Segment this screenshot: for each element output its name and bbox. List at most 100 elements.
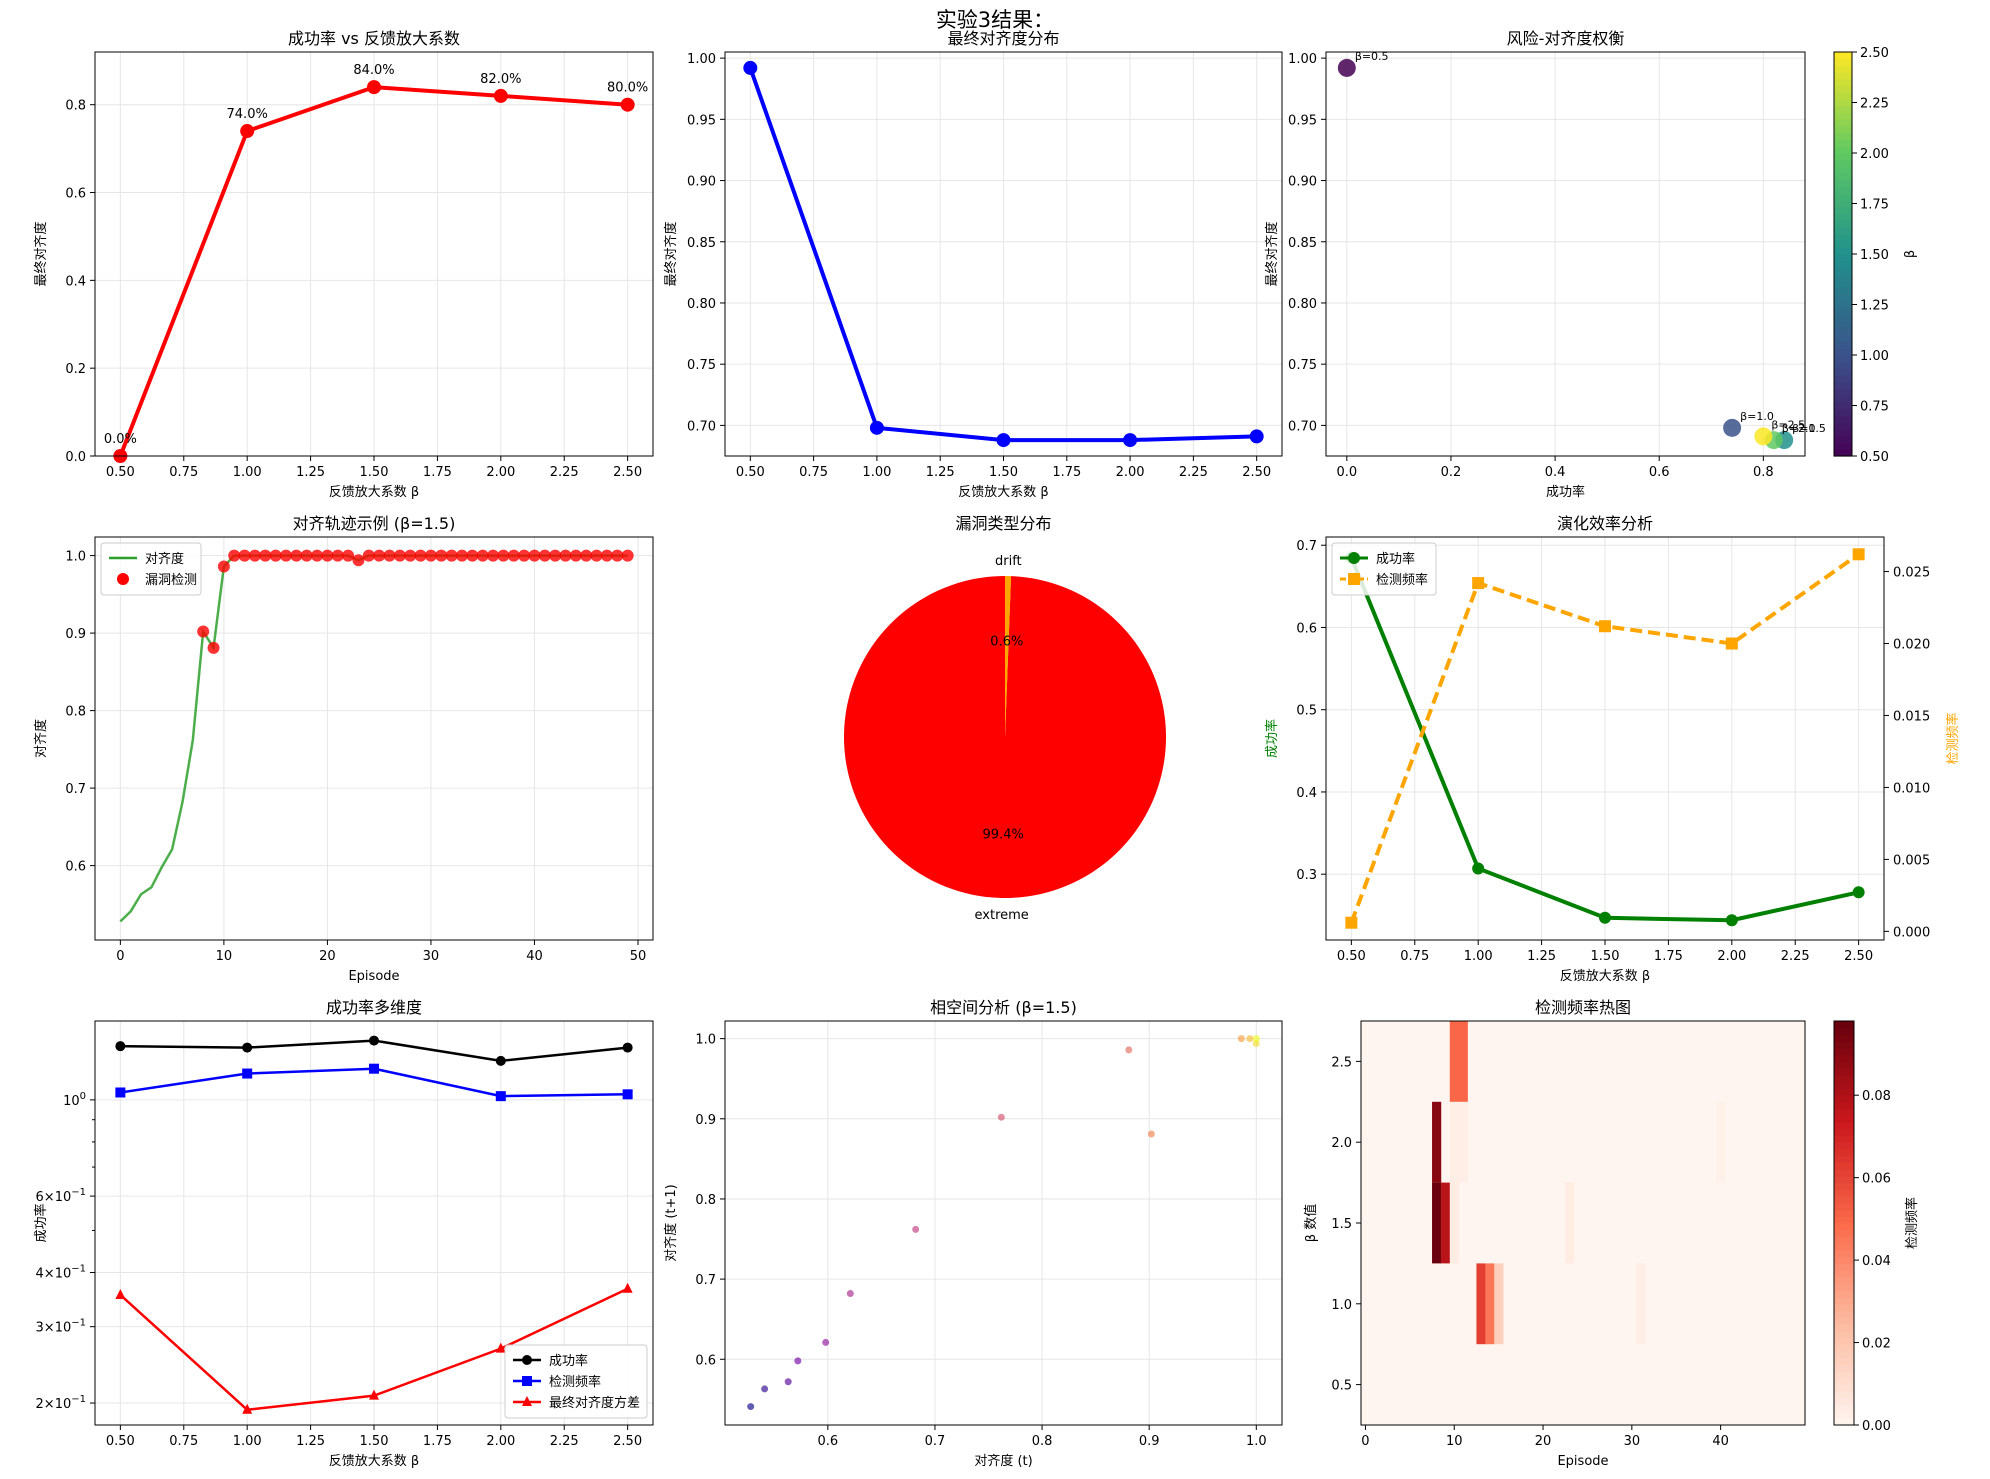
y-tick-label: 1.5 (1331, 1217, 1352, 1232)
x-tick-label: 1.75 (423, 465, 452, 480)
colorbar-band (1834, 1377, 1854, 1386)
colorbar-band (1834, 1391, 1854, 1399)
heatmap-background (1361, 1021, 1805, 1425)
x-tick-label: 1.00 (862, 465, 891, 480)
colorbar-band (1834, 334, 1852, 343)
scatter-point (1337, 58, 1356, 77)
panel-title: 成功率多维度 (326, 998, 422, 1017)
colorbar-band (1834, 442, 1852, 450)
colorbar-band (1834, 213, 1852, 221)
x-tick-label: 0.8 (1032, 1434, 1053, 1449)
axes-frame (724, 51, 1283, 457)
colorbar-band (1834, 422, 1852, 430)
colorbar-band (1834, 449, 1852, 457)
y-tick-exponent: −1 (71, 1394, 86, 1405)
detection-point (497, 549, 510, 562)
detection-point (455, 549, 468, 562)
colorbar-band (1834, 1404, 1854, 1413)
colorbar-band (1834, 1418, 1854, 1426)
axes-frame (94, 1020, 654, 1426)
data-point (622, 1042, 633, 1053)
x-tick-label: 0.4 (1545, 465, 1566, 480)
phase-point (1246, 1035, 1254, 1043)
detection-point (424, 549, 437, 562)
x-tick-label: 1.75 (423, 1434, 452, 1449)
y-axis-label: 最终对齐度 (663, 221, 679, 286)
heatmap-cell (1458, 1021, 1468, 1102)
x-axis-label: Episode (348, 969, 399, 984)
phase-point (1252, 1035, 1260, 1043)
x-axis-label: 反馈放大系数 β (329, 485, 419, 500)
figure-suptitle: 实验3结果： (936, 8, 1054, 32)
phase-point (912, 1225, 920, 1233)
pie-slice (844, 576, 1167, 898)
y-tick-label: 0.70 (687, 419, 716, 434)
colorbar-band (1834, 408, 1852, 417)
x-tick-label: 1.25 (1527, 949, 1556, 964)
colorbar-band (1834, 260, 1852, 269)
point-label: β=1.0 (1740, 410, 1774, 423)
colorbar-band (1834, 267, 1852, 275)
colorbar-band (1834, 85, 1852, 93)
detection-point (259, 549, 272, 562)
y-tick-label: 1.0 (695, 1033, 716, 1048)
colorbar-band (1834, 1142, 1854, 1150)
x-tick-label: 2.25 (550, 465, 579, 480)
detection-point (476, 549, 489, 562)
x-tick-label: 1.75 (1654, 949, 1683, 964)
x-axis-label: 反馈放大系数 β (329, 1454, 419, 1469)
colorbar-band (1834, 280, 1852, 289)
colorbar-band (1834, 1088, 1854, 1096)
colorbar-band (1834, 1148, 1854, 1157)
colorbar-band (1834, 1270, 1854, 1278)
x-axis-label: 成功率 (1546, 484, 1585, 500)
x-tick-label: 0.8 (1753, 465, 1774, 480)
x-tick-label: 1.50 (1591, 949, 1620, 964)
detection-point (1725, 637, 1738, 650)
colorbar-tick-label: 0.02 (1862, 1337, 1891, 1352)
phase-point (747, 1403, 755, 1411)
colorbar-tick-label: 1.75 (1860, 198, 1889, 213)
colorbar-band (1834, 1249, 1854, 1258)
colorbar-band (1834, 381, 1852, 390)
y-tick-label: 0.80 (1288, 297, 1317, 312)
colorbar-band (1834, 1155, 1854, 1163)
colorbar-band (1834, 314, 1852, 322)
x-tick-label: 1.00 (1464, 949, 1493, 964)
colorbar-band (1834, 166, 1852, 174)
x-tick-label: 1.50 (360, 1434, 389, 1449)
y-tick-label: 4×10−1 (36, 1263, 86, 1281)
colorbar-band (1834, 92, 1852, 100)
colorbar-band (1834, 1122, 1854, 1130)
detection-point (580, 549, 593, 562)
colorbar-tick-label: 2.50 (1860, 46, 1889, 61)
x-tick-label: 30 (1624, 1434, 1641, 1449)
x-tick-label: 2.00 (486, 465, 515, 480)
colorbar-band (1834, 355, 1852, 363)
colorbar-band (1834, 112, 1852, 120)
panel-title: 最终对齐度分布 (947, 29, 1059, 48)
colorbar-band (1834, 1350, 1854, 1359)
x-tick-label: 2.25 (1179, 465, 1208, 480)
y-tick-base: 3×10 (36, 1321, 72, 1336)
x-tick-label: 20 (319, 949, 336, 964)
colorbar-band (1834, 1182, 1854, 1190)
heatmap-cell (1449, 1021, 1459, 1102)
panel-2: 0.50 0.75 1.00 1.25 1.50 1.75 2.00 2.25 2.50 0.70… (663, 29, 1283, 500)
y-tick-label: 0.95 (687, 113, 716, 128)
alignment-line (119, 554, 628, 923)
x-tick-label: 1.50 (989, 465, 1018, 480)
detection-point (621, 549, 634, 562)
panel-title: 风险-对齐度权衡 (1507, 29, 1625, 48)
axes-frame (1325, 51, 1806, 457)
heatmap-cell (1494, 1263, 1504, 1345)
pie-slice (1005, 576, 1012, 737)
x-tick-label: 10 (216, 949, 233, 964)
phase-point (1252, 1039, 1260, 1047)
legend-marker (522, 1376, 532, 1386)
x-tick-label: 2.50 (613, 1434, 642, 1449)
y-tick-label: 2.5 (1331, 1055, 1352, 1070)
x-axis-label: 对齐度 (t) (974, 1453, 1032, 1469)
y-tick-label: 6×10−1 (36, 1187, 86, 1205)
panel-7: 0.50 0.75 1.00 1.25 1.50 1.75 2.00 2.25 2.50 100 6… (33, 998, 654, 1469)
